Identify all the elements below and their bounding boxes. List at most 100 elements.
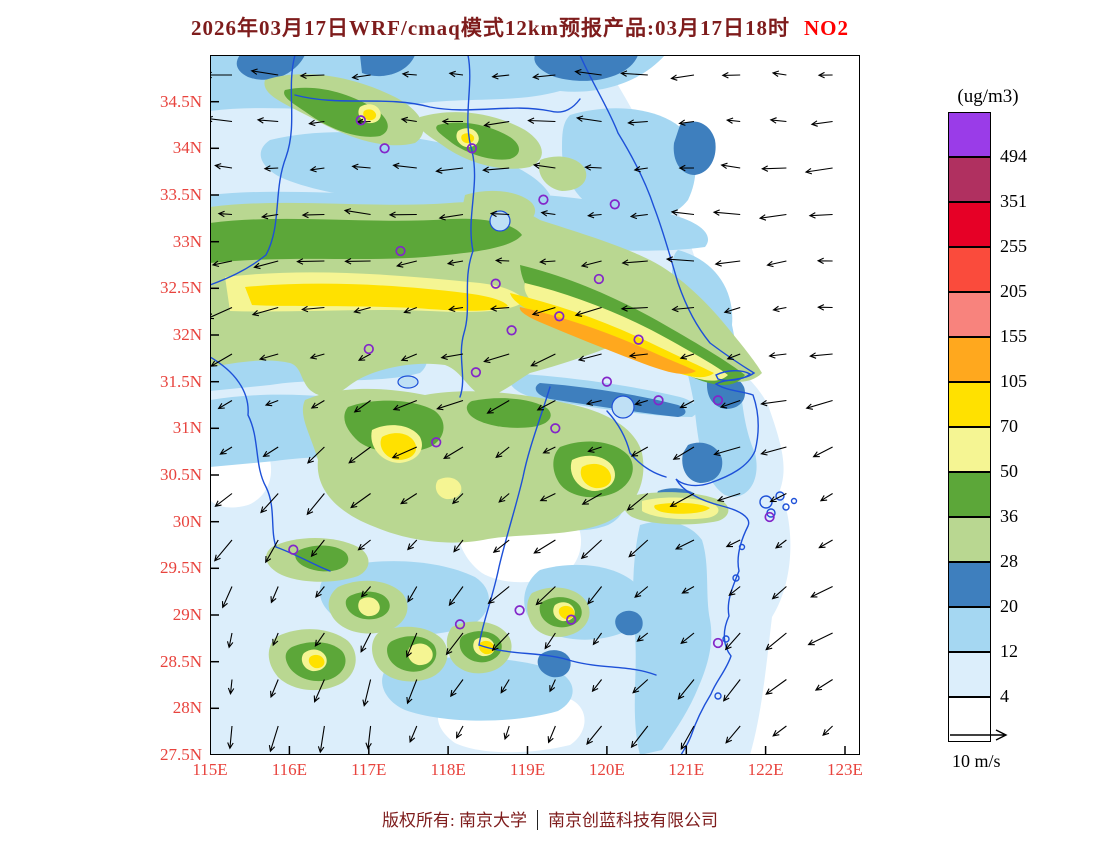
province-border <box>209 54 296 286</box>
lat-tick-label: 31N <box>172 418 202 438</box>
wind-reference-label: 10 m/s <box>952 751 1001 771</box>
city-marker <box>538 194 549 205</box>
city-marker <box>633 334 644 345</box>
lon-tick-label: 123E <box>827 760 863 779</box>
lat-tick-label: 34.5N <box>159 91 202 111</box>
lat-tick-label: 32.5N <box>159 278 202 298</box>
colorbar-tick-label: 20 <box>1000 596 1018 616</box>
lon-tick-label: 117E <box>351 760 387 779</box>
lon-tick-label: 121E <box>668 760 705 779</box>
city-marker <box>514 605 525 616</box>
forecast-map <box>204 54 861 756</box>
colorbar-box <box>948 202 991 247</box>
wind-reference: 10 m/s <box>948 726 1038 772</box>
colorbar-box <box>948 157 991 202</box>
lat-tick-label: 32N <box>172 324 202 344</box>
city-marker <box>601 376 613 387</box>
city-marker <box>764 511 775 523</box>
province-border <box>209 356 277 548</box>
city-marker <box>609 199 620 210</box>
city-marker <box>712 637 724 649</box>
colorbar-labels: 494 351 255 205 155 105 70 50 36 28 20 12 4 <box>1000 112 1070 752</box>
colorbar-box <box>948 652 991 697</box>
colorbar-box <box>948 472 991 517</box>
colorbar-tick-label: 351 <box>1000 191 1027 211</box>
city-marker <box>593 273 605 285</box>
colorbar-tick-label: 255 <box>1000 236 1027 256</box>
colorbar-tick-label: 4 <box>1000 686 1009 706</box>
province-border <box>478 386 551 646</box>
city-markers <box>288 115 775 649</box>
city-marker <box>379 143 390 154</box>
province-border <box>459 54 476 398</box>
title-species: NO2 <box>804 16 849 40</box>
lon-tick-label: 116E <box>271 760 308 779</box>
city-marker <box>470 367 482 378</box>
city-marker <box>490 278 501 289</box>
colorbar-tick-label: 155 <box>1000 326 1027 346</box>
lon-tick-label: 118E <box>430 760 466 779</box>
lat-tick-label: 33.5N <box>159 184 202 204</box>
colorbar-box <box>948 337 991 382</box>
colorbar-box <box>948 247 991 292</box>
wind-reference-arrow <box>950 729 1008 741</box>
city-marker <box>653 395 664 406</box>
copyright-left: 版权所有: 南京大学 <box>382 811 527 830</box>
title-main: 2026年03月17日WRF/cmaq模式12km预报产品:03月17日18时 <box>191 16 790 40</box>
axis-ticks <box>209 100 846 756</box>
lat-tick-label: 29.5N <box>159 558 202 578</box>
colorbar-unit-label: (ug/m3) <box>957 86 1019 107</box>
colorbar-tick-label: 494 <box>1000 146 1027 166</box>
lakes <box>397 210 635 419</box>
lon-tick-label: 122E <box>747 760 784 779</box>
colorbar-box <box>948 292 991 337</box>
copyright-right: 南京创蓝科技有限公司 <box>547 811 718 830</box>
lat-tick-label: 31.5N <box>159 371 202 391</box>
province-border <box>606 410 667 478</box>
no2-field <box>210 55 791 755</box>
province-border <box>294 94 581 113</box>
page-title: 2026年03月17日WRF/cmaq模式12km预报产品:03月17日18时 N… <box>90 12 950 42</box>
map-area <box>204 54 861 756</box>
lat-tick-label: 34N <box>172 138 202 158</box>
city-marker <box>395 245 406 257</box>
colorbar-tick-label: 70 <box>1000 416 1018 436</box>
colorbar-tick-label: 105 <box>1000 371 1027 391</box>
city-marker <box>355 115 366 126</box>
city-marker <box>466 143 478 154</box>
city-marker <box>566 614 577 625</box>
colorbar-tick-label: 36 <box>1000 506 1018 526</box>
city-marker <box>363 343 374 355</box>
city-marker <box>288 544 299 555</box>
city-marker <box>712 395 724 406</box>
copyright-separator <box>536 810 538 830</box>
lat-tick-label: 28N <box>172 698 202 718</box>
lat-tick-label: 30.5N <box>159 464 202 484</box>
wind-arrow-set <box>204 68 833 754</box>
copyright: 版权所有: 南京大学 南京创蓝科技有限公司 <box>150 806 950 831</box>
colorbar-box <box>948 562 991 607</box>
lat-tick-label: 33N <box>172 231 202 251</box>
wind-vectors <box>204 68 833 754</box>
colorbar-box <box>948 427 991 472</box>
city-marker <box>454 619 466 630</box>
colorbar-box <box>948 607 991 652</box>
lon-tick-label: 120E <box>588 760 625 779</box>
colorbar-tick-label: 12 <box>1000 641 1018 661</box>
city-marker <box>506 325 517 336</box>
province-border <box>275 546 331 572</box>
city-marker <box>554 311 565 322</box>
lat-tick-label: 27.5N <box>159 744 202 764</box>
lat-tick-label: 30N <box>172 511 202 531</box>
lon-tick-label: 115E <box>192 760 228 779</box>
colorbar-tick-label: 28 <box>1000 551 1018 571</box>
lat-tick-label: 28.5N <box>159 651 202 671</box>
colorbar-tick-label: 205 <box>1000 281 1027 301</box>
lon-tick-label: 119E <box>509 760 546 779</box>
province-border <box>478 644 657 676</box>
colorbar-tick-label: 50 <box>1000 461 1018 481</box>
chongming-island <box>715 370 752 382</box>
colorbar-box <box>948 517 991 562</box>
city-marker <box>550 423 561 434</box>
